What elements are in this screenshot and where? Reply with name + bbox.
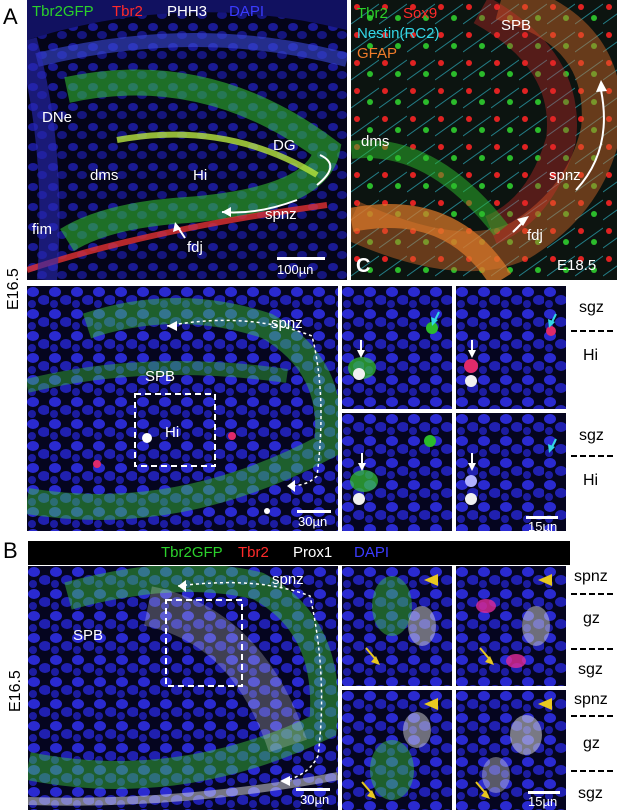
legend-tbr2: Tbr2 bbox=[112, 3, 143, 20]
inset-prox-bottom: 15µn bbox=[456, 413, 566, 531]
zone-divider bbox=[571, 330, 613, 332]
side-label-gz: gz bbox=[583, 735, 600, 752]
side-label-gz: gz bbox=[583, 610, 600, 627]
side-label-hi: Hi bbox=[583, 472, 599, 489]
panel-letter-b: B bbox=[3, 538, 18, 563]
label-hi: Hi bbox=[193, 167, 208, 184]
legend-prox1: Prox1 bbox=[293, 544, 333, 561]
side-label-sgz: sgz bbox=[578, 661, 603, 678]
legend-dapi: DAPI bbox=[229, 3, 265, 20]
panel-c-micrograph: Tbr2 Sox9 Nestin(RC2) GFAP SPB dms spnz … bbox=[351, 0, 617, 280]
panel-letter-a: A bbox=[3, 4, 18, 29]
inset-merge-top bbox=[342, 286, 452, 409]
scale-bar-label: 30µn bbox=[300, 792, 330, 807]
label-fdj: fdj bbox=[527, 227, 543, 244]
zone-divider bbox=[571, 593, 613, 595]
scale-bar bbox=[277, 257, 325, 260]
inset-b-merge-bottom bbox=[342, 690, 452, 810]
scale-bar-label: 100µn bbox=[277, 262, 314, 277]
prox1-overview-image bbox=[28, 566, 338, 810]
side-label-sgz: sgz bbox=[579, 299, 604, 316]
panel-a-micrograph: Tbr2GFP Tbr2 PHH3 DAPI DNe dms Hi DG fim… bbox=[27, 0, 347, 280]
inset-scale-bar bbox=[526, 516, 558, 519]
zone-divider bbox=[571, 715, 613, 717]
label-spb: SPB bbox=[145, 368, 176, 385]
label-dg: DG bbox=[273, 137, 296, 154]
hippocampus-overview-image bbox=[27, 0, 347, 280]
panel-a-stage-label: E16.5 bbox=[5, 268, 22, 310]
zone-divider bbox=[571, 455, 613, 457]
inset-b-red-top bbox=[456, 566, 566, 686]
inset-red-top bbox=[456, 286, 566, 409]
label-fim: fim bbox=[32, 221, 52, 238]
scale-bar-label: 30µn bbox=[298, 514, 328, 529]
label-spnz: spnz bbox=[549, 167, 581, 184]
legend-phh3: PHH3 bbox=[167, 3, 208, 20]
label-hi: Hi bbox=[165, 424, 180, 441]
scale-bar bbox=[297, 510, 331, 513]
label-dne: DNe bbox=[42, 109, 73, 126]
side-label-hi: Hi bbox=[583, 347, 599, 364]
panel-b-micrograph: spnz SPB 30µn bbox=[28, 566, 338, 810]
inset-b-prox-bottom: 15µn bbox=[456, 690, 566, 810]
panel-letter-c: C bbox=[356, 255, 371, 277]
side-label-spnz: spnz bbox=[574, 568, 608, 585]
legend-tbr2gfp: Tbr2GFP bbox=[32, 3, 94, 20]
panel-b-stage-label: E16.5 bbox=[7, 670, 24, 712]
suprapyramidal-blade-image bbox=[27, 286, 338, 531]
legend-sox9: Sox9 bbox=[403, 5, 438, 22]
label-spb: SPB bbox=[501, 17, 532, 34]
legend-tbr2: Tbr2 bbox=[357, 5, 388, 22]
label-spnz: spnz bbox=[271, 315, 303, 332]
label-fdj: fdj bbox=[187, 239, 203, 256]
zone-divider bbox=[571, 648, 613, 650]
label-spnz: spnz bbox=[265, 206, 297, 223]
label-spnz: spnz bbox=[272, 571, 304, 588]
legend-gfap: GFAP bbox=[357, 45, 398, 62]
side-label-spnz: spnz bbox=[574, 691, 608, 708]
label-spb: SPB bbox=[73, 627, 104, 644]
inset-merge-bottom bbox=[342, 413, 452, 531]
label-dms: dms bbox=[361, 133, 390, 150]
label-dms: dms bbox=[90, 167, 119, 184]
legend-nestin-rc2: Nestin(RC2) bbox=[357, 25, 440, 42]
inset-scale-label: 15µn bbox=[528, 794, 558, 809]
inset-scale-bar bbox=[528, 791, 560, 794]
scale-bar bbox=[296, 788, 330, 791]
panel-b-legend-bar: Tbr2GFP Tbr2 Prox1 DAPI bbox=[28, 541, 570, 565]
legend-dapi: DAPI bbox=[354, 544, 390, 561]
legend-tbr2gfp: Tbr2GFP bbox=[161, 544, 223, 561]
stage-label: E18.5 bbox=[557, 257, 597, 274]
side-label-sgz: sgz bbox=[578, 785, 603, 802]
dentate-gyrus-e185-image bbox=[351, 0, 617, 280]
side-label-sgz: sgz bbox=[579, 427, 604, 444]
inset-scale-label: 15µn bbox=[528, 519, 558, 531]
panel-a-zoom-micrograph: spnz SPB Hi 30µn bbox=[27, 286, 338, 531]
legend-tbr2: Tbr2 bbox=[238, 544, 269, 561]
zone-divider bbox=[571, 770, 613, 772]
inset-b-merge-top bbox=[342, 566, 452, 686]
